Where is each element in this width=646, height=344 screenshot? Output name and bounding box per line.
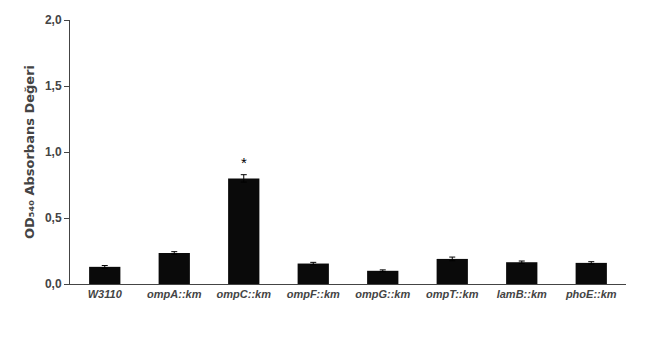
svg-text:2,0: 2,0	[45, 13, 62, 27]
svg-text:0,0: 0,0	[45, 277, 62, 291]
svg-text:W3110: W3110	[88, 288, 123, 300]
svg-text:1,0: 1,0	[45, 145, 62, 159]
svg-text:*: *	[241, 154, 247, 171]
svg-text:ompG::km: ompG::km	[355, 288, 410, 300]
svg-text:ompF::km: ompF::km	[287, 288, 340, 300]
svg-text:0,5: 0,5	[45, 211, 62, 225]
svg-text:phoE::km: phoE::km	[565, 288, 617, 300]
svg-text:ompA::km: ompA::km	[147, 288, 202, 300]
svg-text:1,5: 1,5	[45, 79, 62, 93]
svg-text:ompC::km: ompC::km	[217, 288, 272, 300]
svg-text:OD₅₄₀ Absorbans Değeri: OD₅₄₀ Absorbans Değeri	[22, 65, 37, 239]
svg-text:ompT::km: ompT::km	[426, 288, 479, 300]
svg-text:lamB::km: lamB::km	[497, 288, 547, 300]
